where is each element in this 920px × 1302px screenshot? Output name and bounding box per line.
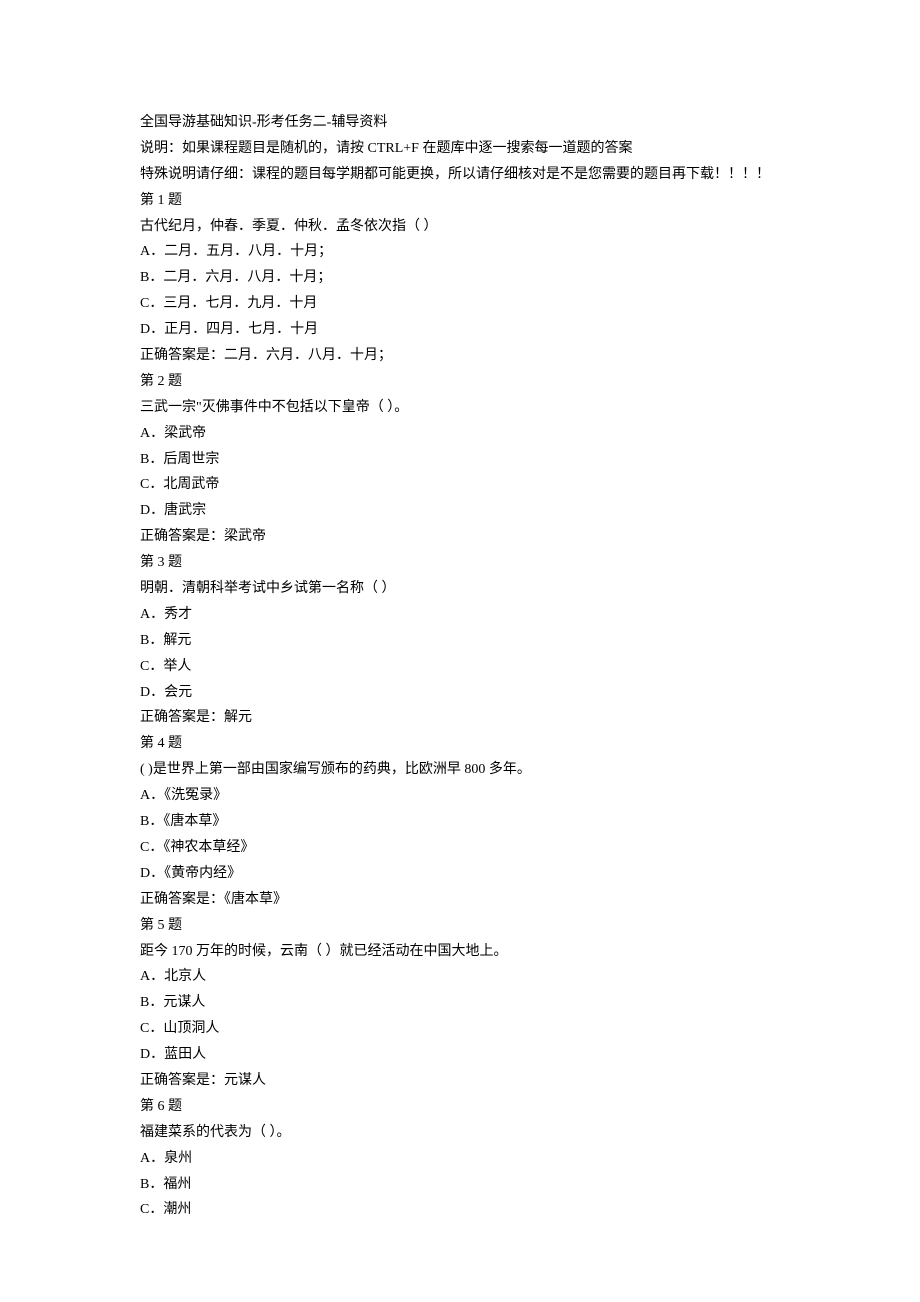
question-number: 第 4 题	[140, 731, 780, 757]
question-text: 古代纪月，仲春．季夏．仲秋．孟冬依次指（ ）	[140, 214, 780, 240]
question-number: 第 3 题	[140, 550, 780, 576]
option-b: B．后周世宗	[140, 447, 780, 473]
option-a: A．泉州	[140, 1146, 780, 1172]
option-d: D．《黄帝内经》	[140, 861, 780, 887]
option-a: A．秀才	[140, 602, 780, 628]
question-text: 距今 170 万年的时候，云南（ ）就已经活动在中国大地上。	[140, 939, 780, 965]
document-title: 全国导游基础知识-形考任务二-辅导资料	[140, 110, 780, 136]
answer-text: 正确答案是：解元	[140, 705, 780, 731]
question-text: ( )是世界上第一部由国家编写颁布的药典，比欧洲早 800 多年。	[140, 757, 780, 783]
option-c: C．三月．七月．九月．十月	[140, 291, 780, 317]
option-c: C．举人	[140, 654, 780, 680]
option-b: B．福州	[140, 1172, 780, 1198]
question-number: 第 6 题	[140, 1094, 780, 1120]
question-text: 福建菜系的代表为（ ）。	[140, 1120, 780, 1146]
option-b: B．解元	[140, 628, 780, 654]
question-text: 明朝．清朝科举考试中乡试第一名称（ ）	[140, 576, 780, 602]
question-text: 三武一宗"灭佛事件中不包括以下皇帝（ ）。	[140, 395, 780, 421]
option-a: A．梁武帝	[140, 421, 780, 447]
option-d: D．正月．四月．七月．十月	[140, 317, 780, 343]
answer-text: 正确答案是：元谋人	[140, 1068, 780, 1094]
answer-text: 正确答案是：《唐本草》	[140, 887, 780, 913]
question-number: 第 1 题	[140, 188, 780, 214]
document-content: 全国导游基础知识-形考任务二-辅导资料 说明：如果课程题目是随机的，请按 CTR…	[140, 110, 780, 1223]
answer-text: 正确答案是：二月．六月．八月．十月；	[140, 343, 780, 369]
option-c: C．潮州	[140, 1197, 780, 1223]
option-a: A．《洗冤录》	[140, 783, 780, 809]
option-a: A．二月．五月．八月．十月；	[140, 239, 780, 265]
option-a: A．北京人	[140, 964, 780, 990]
option-c: C．山顶洞人	[140, 1016, 780, 1042]
option-d: D．蓝田人	[140, 1042, 780, 1068]
option-c: C．北周武帝	[140, 472, 780, 498]
question-number: 第 5 题	[140, 913, 780, 939]
answer-text: 正确答案是：梁武帝	[140, 524, 780, 550]
option-b: B．《唐本草》	[140, 809, 780, 835]
instruction-line-1: 说明：如果课程题目是随机的，请按 CTRL+F 在题库中逐一搜索每一道题的答案	[140, 136, 780, 162]
instruction-line-2: 特殊说明请仔细：课程的题目每学期都可能更换，所以请仔细核对是不是您需要的题目再下…	[140, 162, 780, 188]
option-b: B．元谋人	[140, 990, 780, 1016]
option-b: B．二月．六月．八月．十月；	[140, 265, 780, 291]
option-d: D．会元	[140, 680, 780, 706]
option-d: D．唐武宗	[140, 498, 780, 524]
option-c: C．《神农本草经》	[140, 835, 780, 861]
question-number: 第 2 题	[140, 369, 780, 395]
